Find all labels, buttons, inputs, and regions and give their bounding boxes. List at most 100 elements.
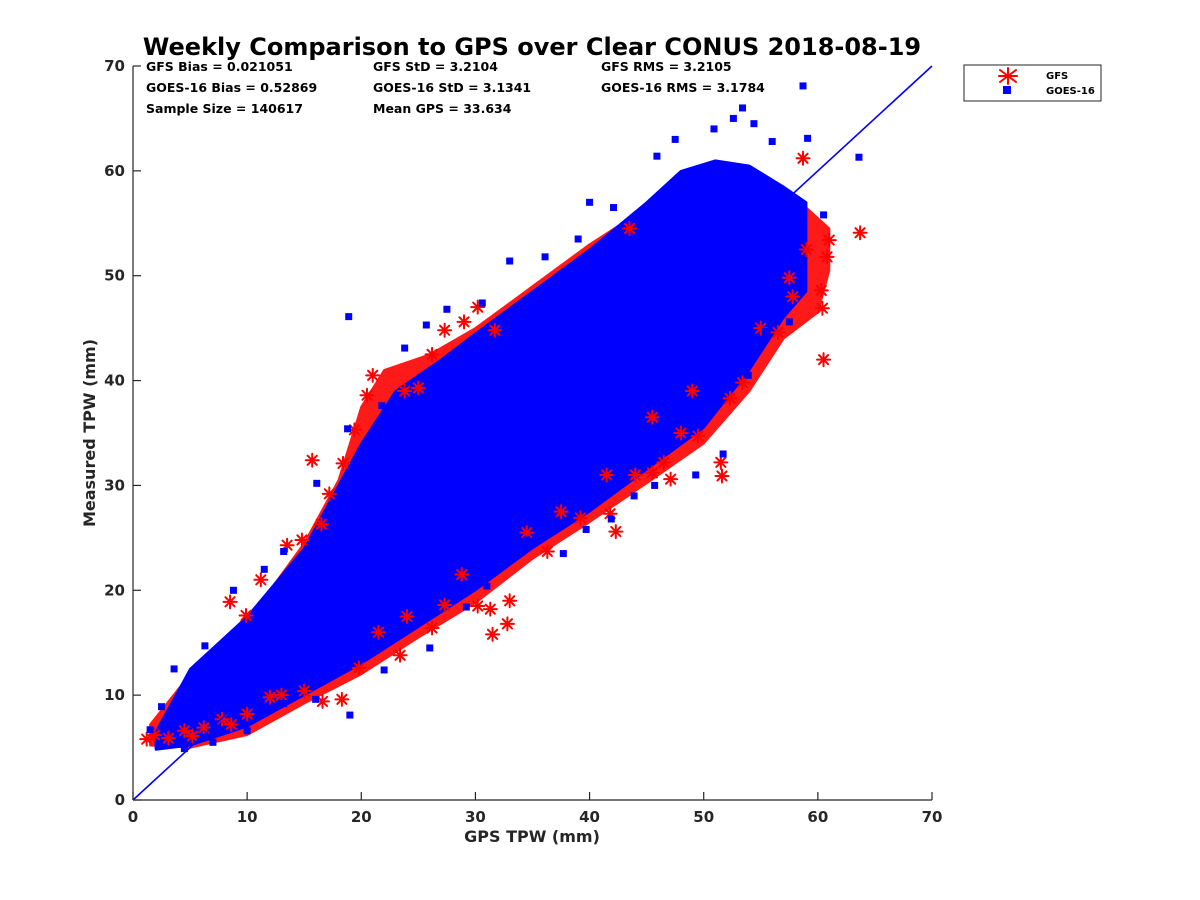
goes16-point [312, 695, 320, 703]
goes16-point [378, 402, 386, 410]
gfs-point [713, 454, 729, 470]
goes16-point [209, 738, 217, 746]
gfs-point [722, 390, 738, 406]
gfs-point [816, 352, 832, 368]
gfs-point [313, 516, 329, 532]
stat-goes16-rms: GOES-16 RMS = 3.1784 [601, 80, 765, 95]
goes16-point [608, 329, 616, 337]
gfs-point [539, 543, 555, 559]
goes16-point [607, 515, 615, 523]
y-ticks: 0 10 20 30 40 50 60 70 [104, 57, 141, 809]
goes16-point [426, 644, 434, 652]
stat-gfs-rms: GFS RMS = 3.2105 [601, 59, 732, 74]
gfs-point [321, 486, 337, 502]
goes16-point [357, 534, 365, 542]
gfs-point [470, 598, 486, 614]
goes16-point [653, 152, 661, 160]
goes16-point [529, 392, 536, 400]
gfs-point [196, 720, 212, 736]
legend-goes16-label: GOES-16 [1046, 86, 1095, 97]
gfs-point [499, 616, 515, 632]
gfs-point [238, 607, 254, 623]
gfs-point [684, 383, 700, 399]
one-to-one-reference-line [132, 65, 933, 801]
y-tick-label: 30 [104, 476, 125, 494]
gfs-point [304, 452, 320, 468]
statistics-block: GFS Bias = 0.021051 GFS StD = 3.2104 GFS… [146, 59, 765, 116]
gfs-point [781, 270, 797, 286]
gfs-point [798, 242, 814, 257]
goes16-point [739, 104, 747, 112]
legend-box [963, 64, 1102, 102]
gfs-point [397, 383, 413, 399]
goes16-point [380, 666, 388, 674]
goes16-point [192, 689, 200, 697]
x-tick-label: 20 [351, 808, 372, 826]
goes16-point [568, 429, 576, 437]
goes16-point [750, 120, 758, 128]
gfs-point [160, 730, 176, 746]
goes16-point [574, 235, 582, 243]
goes16-point [729, 114, 737, 122]
gfs-point [852, 225, 868, 241]
goes16-point [201, 642, 209, 650]
legend-gfs-label: GFS [1046, 71, 1068, 82]
goes16-point [610, 204, 618, 212]
gfs-point [334, 691, 350, 707]
goes16-point [791, 209, 799, 217]
goes16-point [443, 305, 451, 313]
gfs-point [424, 346, 440, 362]
gfs-point [139, 731, 155, 747]
goes16-point [582, 525, 590, 533]
data-density-bands [149, 159, 831, 751]
x-ticks: 0 10 20 30 40 50 60 70 [128, 792, 942, 826]
goes16-point [409, 576, 417, 584]
goes16-point [229, 586, 237, 594]
goes16-point [820, 211, 828, 219]
goes16-point [243, 727, 251, 735]
goes16-point [401, 344, 409, 352]
gfs-point [410, 380, 426, 396]
gfs-point [627, 467, 643, 483]
gfs-point [456, 314, 472, 330]
goes16-point [651, 481, 659, 489]
goes16-point [154, 741, 162, 749]
gfs-point [485, 626, 501, 642]
x-tick-label: 40 [579, 808, 600, 826]
stat-sample-size: Sample Size = 140617 [146, 101, 303, 116]
goes16-point [630, 492, 638, 500]
gfs-point [572, 510, 588, 526]
y-tick-label: 0 [115, 791, 125, 809]
goes16-point [180, 745, 188, 753]
x-tick-label: 30 [465, 808, 486, 826]
stat-goes16-bias: GOES-16 Bias = 0.52869 [146, 80, 317, 95]
gfs-point [437, 322, 453, 338]
goes16-point [559, 550, 567, 558]
gfs-point [487, 322, 503, 338]
goes16-series [146, 82, 863, 753]
gfs-point [262, 689, 278, 705]
y-tick-label: 60 [104, 162, 125, 180]
legend-gfs-marker [998, 67, 1018, 85]
legend-goes16-marker [1003, 86, 1011, 94]
stat-mean-gps: Mean GPS = 33.634 [373, 101, 512, 116]
gfs-point [814, 300, 830, 316]
goes16-point [280, 547, 288, 555]
gfs-point [454, 567, 470, 583]
y-tick-label: 70 [104, 57, 125, 75]
goes16-point [768, 137, 776, 145]
gfs-point [176, 723, 192, 739]
gfs-point [608, 524, 624, 540]
stat-goes16-std: GOES-16 StD = 3.1341 [373, 80, 531, 95]
gfs-point [622, 221, 638, 237]
goes16-point [344, 425, 352, 433]
goes16-point [146, 726, 154, 734]
gfs-point [553, 504, 569, 520]
gfs-series [139, 150, 868, 747]
plot-area [132, 65, 933, 801]
goes16-point [677, 282, 685, 290]
y-tick-label: 20 [104, 581, 125, 599]
y-axis-label: Measured TPW (mm) [80, 339, 99, 527]
gfs-point [351, 660, 367, 676]
